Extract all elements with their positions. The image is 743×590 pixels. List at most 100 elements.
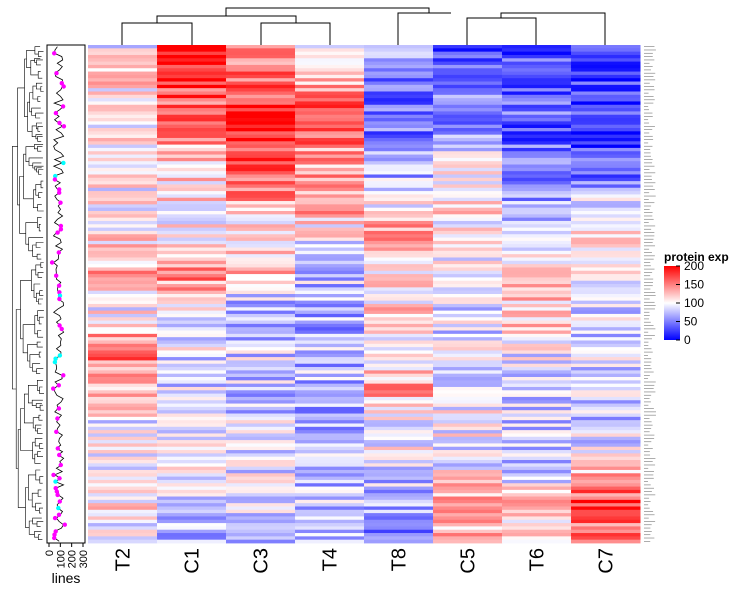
heatmap-cell <box>364 410 434 414</box>
heatmap-cell <box>364 98 434 102</box>
heatmap-cell <box>295 333 365 338</box>
heatmap-cell <box>502 403 572 408</box>
heatmap-cell <box>88 94 158 99</box>
heatmap-cell <box>502 111 572 116</box>
heatmap-cell <box>364 347 434 351</box>
row-dendro-branch <box>34 531 42 538</box>
heatmap-cell <box>88 124 158 129</box>
heatmap-cell <box>295 353 365 358</box>
heatmap-cell <box>502 330 572 335</box>
heatmap-cell <box>226 294 296 298</box>
heatmap-cell <box>226 141 296 145</box>
heatmap-cell <box>157 177 227 182</box>
heatmap-cell <box>226 440 296 444</box>
heatmap-cell <box>157 386 227 391</box>
heatmap-cell <box>295 177 365 182</box>
heatmap-cell <box>157 433 227 438</box>
heatmap-cell <box>295 400 365 404</box>
heatmap-cell <box>571 476 641 481</box>
heatmap-cell <box>571 486 641 491</box>
heatmap-cell <box>433 131 503 136</box>
heatmap-cell <box>571 436 641 441</box>
heatmap-cell <box>571 111 641 116</box>
row-dendro-branch <box>27 344 38 362</box>
heatmap-cell <box>157 114 227 119</box>
heatmap-cell <box>295 519 365 524</box>
lines-point <box>57 353 63 358</box>
heatmap-cell <box>502 499 572 504</box>
heatmap-cell <box>364 433 434 438</box>
heatmap-cell <box>571 294 641 298</box>
heatmap-cell <box>502 45 572 49</box>
heatmap-cell <box>295 101 365 106</box>
heatmap-cell <box>364 307 434 311</box>
heatmap-cell <box>88 260 158 265</box>
heatmap-cell <box>433 88 503 92</box>
heatmap-cell <box>502 84 572 89</box>
heatmap-cell <box>364 436 434 441</box>
heatmap-cell <box>364 71 434 76</box>
heatmap-cell <box>502 58 572 62</box>
heatmap-cell <box>295 250 365 255</box>
heatmap-cell <box>364 174 434 179</box>
heatmap-cell <box>157 430 227 434</box>
row-dendro-branch <box>35 502 42 511</box>
heatmap-cell <box>157 194 227 199</box>
heatmap-cell <box>364 360 434 365</box>
heatmap-cell <box>364 88 434 92</box>
heatmap-cell <box>502 194 572 199</box>
heatmap-cell <box>226 493 296 497</box>
heatmap-cell <box>364 453 434 458</box>
heatmap-cell <box>502 337 572 341</box>
heatmap-cell <box>502 64 572 69</box>
heatmap-cell <box>226 413 296 418</box>
heatmap-cell <box>571 469 641 474</box>
heatmap-cell <box>88 367 158 371</box>
heatmap-cell <box>295 88 365 92</box>
heatmap-cell <box>433 187 503 192</box>
heatmap-cell <box>295 187 365 192</box>
heatmap-cell <box>157 469 227 474</box>
heatmap-cell <box>157 450 227 454</box>
heatmap-cell <box>433 410 503 414</box>
heatmap-cell <box>571 423 641 428</box>
heatmap-cell <box>502 483 572 487</box>
heatmap-cell <box>295 516 365 521</box>
lines-point <box>54 489 59 494</box>
col-dendro-branch <box>121 22 193 45</box>
heatmap-cell <box>364 250 434 255</box>
heatmap-cell <box>157 267 227 272</box>
heatmap-cell <box>295 151 365 155</box>
heatmap-cell <box>571 533 641 537</box>
heatmap-cell <box>502 54 572 59</box>
heatmap-cell <box>88 460 158 464</box>
heatmap-cell <box>502 380 572 385</box>
heatmap-cell <box>157 234 227 238</box>
heatmap-cell <box>295 347 365 351</box>
heatmap-cell <box>433 147 503 152</box>
heatmap-cell <box>502 503 572 507</box>
heatmap-cell <box>157 529 227 534</box>
heatmap-cell <box>88 463 158 468</box>
heatmap-cell <box>88 317 158 321</box>
heatmap-cell <box>571 526 641 531</box>
heatmap-cell <box>364 74 434 79</box>
row-dendro-branch <box>34 315 38 335</box>
heatmap-cell <box>502 207 572 212</box>
lines-point <box>52 51 57 56</box>
row-dendro-branch <box>25 146 35 162</box>
heatmap-cell <box>226 317 296 321</box>
heatmap-cell <box>571 78 641 82</box>
heatmap-cell <box>295 489 365 494</box>
heatmap-cell <box>502 201 572 205</box>
heatmap-cell <box>88 287 158 292</box>
heatmap-cell <box>88 277 158 282</box>
lines-point <box>57 293 63 298</box>
heatmap-cell <box>364 144 434 149</box>
row-dendro-branch <box>34 46 41 55</box>
heatmap-cell <box>88 330 158 335</box>
heatmap-cell <box>571 224 641 228</box>
heatmap-cell <box>88 71 158 76</box>
heatmap-cell <box>502 377 572 381</box>
heatmap-cell <box>226 353 296 358</box>
